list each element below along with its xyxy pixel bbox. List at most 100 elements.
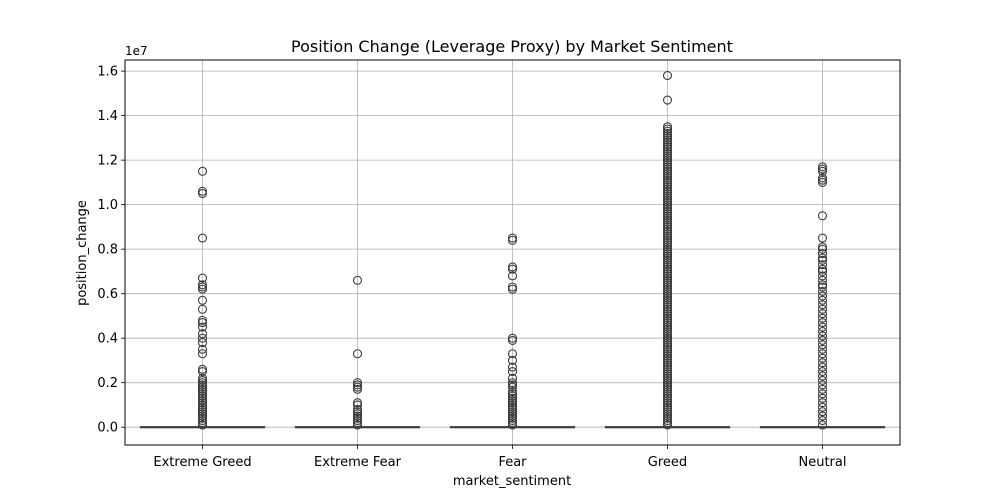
outlier-point [662, 277, 673, 288]
outlier-point [817, 282, 828, 292]
outlier-point [817, 253, 828, 263]
outlier-point [662, 293, 673, 303]
outlier-point [662, 342, 673, 352]
y-tick-label: 0.0 [97, 421, 118, 436]
outlier-point [197, 375, 208, 386]
outlier-point [662, 404, 673, 414]
outlier-point [817, 264, 828, 274]
outlier-point [352, 420, 363, 430]
outlier-point [662, 133, 673, 143]
outlier-point [662, 140, 673, 150]
outlier-point [662, 369, 673, 379]
outlier-point [197, 373, 208, 383]
outlier-point [662, 209, 673, 219]
outlier-point [817, 384, 828, 394]
outlier-point [507, 235, 518, 245]
outlier-point [507, 264, 518, 274]
outlier-point [197, 304, 208, 314]
outlier-point [662, 180, 673, 190]
outlier-point [817, 295, 828, 305]
outlier-point [662, 380, 673, 390]
outlier-point [817, 349, 828, 359]
outlier-point [662, 346, 673, 357]
outlier-point [817, 375, 828, 386]
outlier-point [817, 326, 828, 337]
outlier-point [507, 393, 518, 403]
outlier-point [197, 273, 208, 283]
outlier-point [662, 148, 673, 159]
outlier-point [662, 164, 673, 174]
outlier-point [817, 331, 828, 341]
outlier-point [352, 384, 363, 394]
outlier-point [507, 389, 518, 399]
outlier-point [817, 380, 828, 390]
outlier-point [817, 233, 828, 243]
outlier-point [197, 409, 208, 419]
outlier-point [507, 284, 518, 294]
outlier-point [662, 300, 673, 310]
outlier-point [507, 282, 518, 292]
outlier-point [817, 389, 828, 399]
y-tick-label: 1.6 [97, 65, 118, 80]
outlier-point [662, 335, 673, 345]
outlier-point [817, 398, 828, 408]
outlier-point [662, 166, 673, 176]
outlier-point [197, 413, 208, 423]
outlier-layer [197, 71, 828, 430]
outlier-point [662, 387, 673, 397]
outlier-point [662, 231, 673, 241]
outlier-point [662, 362, 673, 372]
outlier-point [662, 226, 673, 236]
outlier-point [662, 195, 673, 205]
y-tick-label: 0.8 [97, 243, 118, 258]
outlier-point [662, 295, 673, 305]
y-tick-label: 1.2 [97, 154, 118, 169]
outlier-point [662, 153, 673, 163]
x-ticks: Extreme Greed Extreme Fear Fear Greed Neutra… [153, 445, 846, 470]
outlier-point [662, 71, 673, 81]
outlier-point [662, 282, 673, 292]
outlier-point [507, 349, 518, 359]
outlier-point [507, 271, 518, 281]
outlier-point [197, 404, 208, 414]
outlier-point [662, 340, 673, 350]
outlier-point [662, 402, 673, 412]
outlier-point [662, 382, 673, 392]
outlier-point [197, 344, 208, 354]
outlier-point [507, 415, 518, 426]
outlier-point [662, 249, 673, 259]
x-tick-label: Extreme Fear [314, 455, 402, 470]
outlier-point [662, 193, 673, 203]
outlier-point [662, 128, 673, 138]
outlier-point [507, 367, 518, 377]
outlier-point [662, 264, 673, 274]
outlier-point [662, 355, 673, 365]
outlier-point [817, 271, 828, 281]
outlier-point [507, 395, 518, 406]
outlier-point [197, 420, 208, 430]
outlier-point [817, 402, 828, 412]
outlier-point [817, 393, 828, 403]
y-axis-label: position_change [75, 200, 90, 306]
outlier-point [662, 318, 673, 328]
outlier-point [507, 380, 518, 390]
outlier-point [662, 224, 673, 234]
outlier-point [662, 384, 673, 394]
outlier-point [817, 175, 828, 185]
outlier-point [507, 411, 518, 421]
outlier-point [662, 233, 673, 243]
outlier-point [662, 271, 673, 281]
outlier-point [197, 315, 208, 325]
outlier-point [662, 188, 673, 199]
outlier-point [662, 324, 673, 334]
outlier-point [507, 387, 518, 397]
outlier-point [662, 291, 673, 301]
outlier-point [662, 391, 673, 401]
outlier-point [662, 353, 673, 363]
outlier-point [662, 311, 673, 321]
outlier-point [817, 211, 828, 221]
outlier-point [197, 384, 208, 394]
outlier-point [197, 188, 208, 199]
outlier-point [507, 233, 518, 243]
